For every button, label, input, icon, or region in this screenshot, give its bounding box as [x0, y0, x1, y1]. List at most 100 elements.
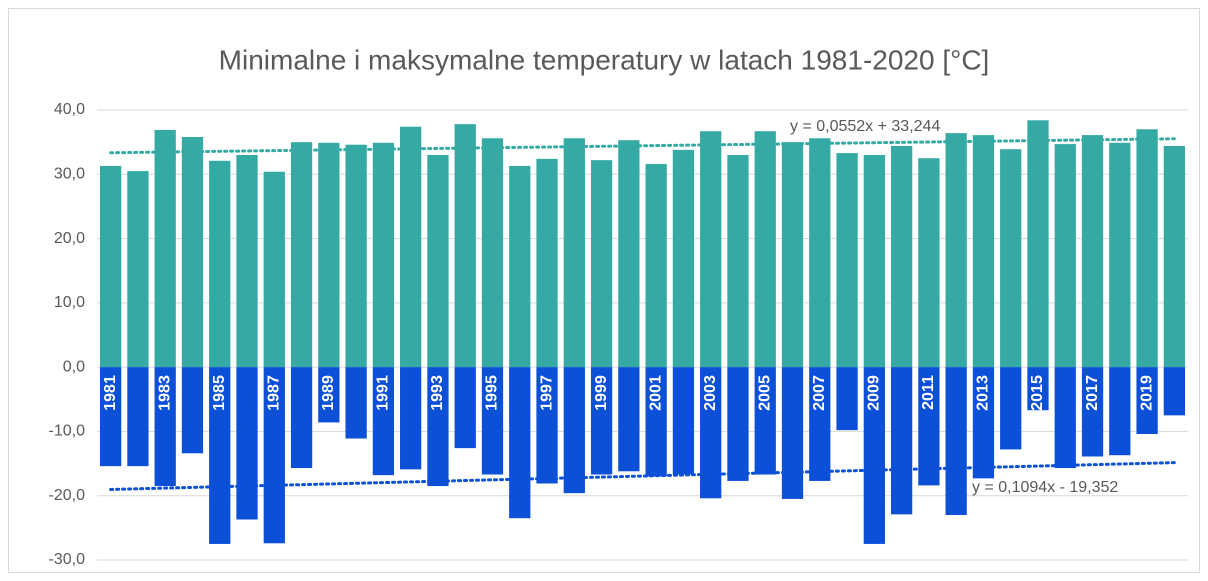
- bar: [372, 367, 395, 476]
- x-tick-label: 1983: [156, 375, 173, 411]
- bar: [754, 131, 776, 368]
- trendline-label: y = 0,0552x + 33,244: [790, 118, 940, 135]
- bar: [263, 171, 285, 368]
- bar: [918, 158, 940, 368]
- bar: [127, 367, 149, 467]
- bar: [1136, 367, 1158, 434]
- bar: [154, 129, 176, 368]
- bar: [836, 367, 858, 431]
- bar: [1136, 129, 1158, 368]
- bar: [400, 126, 422, 368]
- bar: [781, 367, 804, 499]
- bar: [781, 142, 804, 368]
- y-tick-label: 0,0: [63, 358, 85, 375]
- trendline: [109, 461, 1176, 491]
- bar: [290, 367, 313, 469]
- bar: [1027, 367, 1049, 411]
- bar: [1109, 367, 1131, 456]
- x-tick-label: 2007: [811, 375, 828, 411]
- bar: [454, 124, 476, 368]
- x-tick-label: 1997: [538, 375, 555, 411]
- x-tick-label: 2017: [1084, 375, 1101, 411]
- bar: [700, 367, 722, 499]
- bar: [754, 367, 776, 475]
- bar: [863, 367, 885, 544]
- bar: [618, 140, 640, 368]
- bar: [1081, 135, 1104, 368]
- bar: [427, 155, 449, 368]
- x-tick-label: 1993: [429, 375, 446, 411]
- bar: [972, 367, 995, 479]
- bar: [672, 149, 695, 368]
- y-tick-label: 40,0: [54, 101, 85, 118]
- bar: [400, 367, 422, 470]
- bar: [209, 160, 231, 368]
- bar: [209, 367, 231, 544]
- bar: [945, 133, 967, 368]
- bar: [590, 160, 613, 368]
- y-tick-label: -20,0: [49, 487, 86, 504]
- bar: [1163, 367, 1185, 416]
- bar: [1000, 149, 1022, 368]
- bar: [618, 367, 640, 472]
- bar: [918, 367, 940, 486]
- bar: [727, 367, 749, 481]
- x-tick-label: 1981: [102, 375, 119, 411]
- bar: [1027, 120, 1049, 368]
- bar: [372, 142, 395, 368]
- bar: [700, 131, 722, 368]
- bar: [236, 155, 258, 368]
- x-tick-label: 2009: [866, 375, 883, 411]
- bar: [1109, 142, 1131, 368]
- y-tick-label: 20,0: [54, 230, 85, 247]
- y-tick-label: -10,0: [49, 423, 86, 440]
- x-tick-label: 2001: [647, 375, 664, 411]
- bar: [481, 138, 504, 368]
- bar: [154, 367, 176, 487]
- bar: [727, 155, 749, 368]
- x-tick-label: 2011: [920, 375, 937, 410]
- bar: [427, 367, 449, 487]
- bar: [100, 165, 122, 368]
- bar: [945, 367, 967, 515]
- bar: [290, 142, 313, 368]
- x-tick-label: 2015: [1029, 375, 1046, 411]
- bar: [481, 367, 504, 475]
- x-tick-label: 1999: [593, 375, 610, 411]
- x-tick-label: 2013: [975, 375, 992, 411]
- bar: [263, 367, 285, 544]
- bar: [345, 144, 367, 368]
- bar: [181, 137, 204, 368]
- bar: [1054, 144, 1076, 368]
- x-tick-label: 2005: [756, 375, 773, 411]
- bar: [454, 367, 476, 449]
- bar: [1163, 146, 1185, 368]
- bar: [809, 367, 831, 481]
- bar: [590, 367, 613, 475]
- bar: [836, 153, 858, 368]
- bar: [181, 367, 204, 454]
- x-tick-label: 1991: [375, 375, 392, 411]
- bar: [127, 171, 149, 368]
- x-tick-label: 1987: [266, 375, 283, 411]
- trendline-label: y = 0,1094x - 19,352: [972, 479, 1118, 496]
- bar: [1000, 367, 1022, 450]
- bar: [1081, 367, 1104, 457]
- bar: [863, 155, 885, 368]
- bar: [536, 367, 558, 484]
- bar: [645, 367, 667, 477]
- bar: [318, 367, 340, 423]
- x-tick-label: 2003: [702, 375, 719, 411]
- bar: [972, 135, 995, 368]
- x-tick-label: 1989: [320, 375, 337, 411]
- x-tick-label: 2019: [1138, 375, 1155, 411]
- y-tick-label: 30,0: [54, 166, 85, 183]
- bar: [645, 164, 667, 368]
- x-tick-label: 1985: [211, 375, 228, 411]
- bar: [672, 367, 695, 475]
- bar: [509, 367, 531, 519]
- x-tick-label: 1995: [484, 375, 501, 411]
- bar: [100, 367, 122, 467]
- bar: [1054, 367, 1076, 469]
